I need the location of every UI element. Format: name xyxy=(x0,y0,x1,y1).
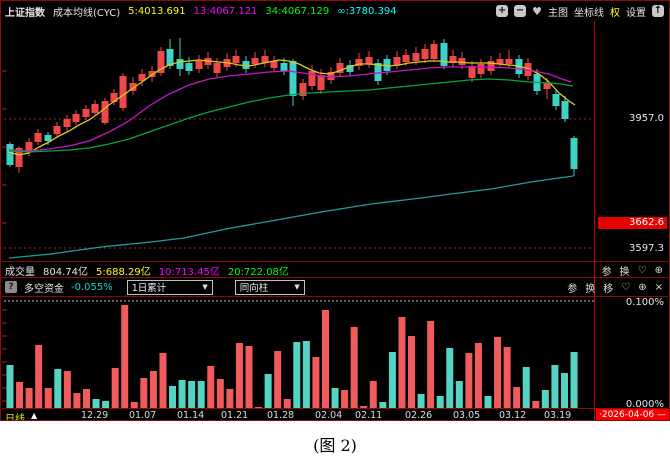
ma13-value: 13:4067.121 xyxy=(193,5,258,17)
index-name: 上证指数 xyxy=(5,7,45,19)
date-tick: 12.29 xyxy=(81,410,109,421)
funds-axis-top: 0.100% xyxy=(625,297,664,308)
bar-style-dropdown-value: 同向柱 xyxy=(239,283,269,294)
volume-zoom-icon[interactable]: ⊕ xyxy=(654,264,663,276)
accumulation-dropdown[interactable]: 1日累计 ▼ xyxy=(126,279,213,295)
funds-axis-bottom: 0.000% xyxy=(625,399,664,410)
date-tick: 01.28 xyxy=(267,410,295,421)
chevron-down-icon: ▼ xyxy=(202,283,208,291)
volume-favorite-icon[interactable]: ♡ xyxy=(637,264,647,276)
settings-button[interactable]: 设置 xyxy=(626,7,646,19)
top-bar: 上证指数 成本均线(CYC) 5:4013.691 13:4067.121 34… xyxy=(1,1,669,21)
current-date-badge: ·2026-04-06 — xyxy=(596,409,669,420)
volume-ma10: 10:713.45亿 xyxy=(158,266,220,278)
price-label-lower: 3597.3 xyxy=(629,243,664,254)
separator-bottom-axis xyxy=(2,408,668,409)
volume-params-button[interactable]: 参 xyxy=(601,266,612,278)
indicator-favorite-icon[interactable]: ♡ xyxy=(621,281,631,293)
indicator-params-button[interactable]: 参 xyxy=(567,283,578,295)
rights-button[interactable]: 权 xyxy=(610,7,620,19)
accumulation-dropdown-value: 1日累计 xyxy=(131,283,167,294)
indicator-toolbar: 参 换 移 ♡ ⊕ × xyxy=(567,280,663,295)
volume-value: 804.74亿 xyxy=(43,266,88,278)
price-axis: 3957.0 3662.6 3597.3 0.100% 0.000% xyxy=(597,21,667,420)
date-tick: 03.12 xyxy=(499,410,527,421)
volume-label: 成交量 xyxy=(5,266,35,278)
zoom-in-icon[interactable]: + xyxy=(496,5,509,17)
help-icon[interactable]: ? xyxy=(5,281,17,293)
bar-style-dropdown[interactable]: 同向柱 ▼ xyxy=(234,279,305,295)
top-toolbar: + − ♥ 主图 坐标线 权 设置 ↑ xyxy=(496,4,664,19)
chart-canvas[interactable] xyxy=(3,21,594,409)
indicator-zoom-icon[interactable]: ⊕ xyxy=(638,281,647,293)
chevron-down-icon: ▼ xyxy=(294,283,300,291)
date-tick: 02.26 xyxy=(405,410,433,421)
ma5-value: 5:4013.691 xyxy=(128,5,186,17)
separator-volume xyxy=(2,261,668,262)
ma34-value: 34:4067.129 xyxy=(265,5,330,17)
separator-indicator-header xyxy=(2,277,668,278)
period-selector[interactable]: 日线 xyxy=(5,414,25,421)
date-tick: 03.19 xyxy=(544,410,572,421)
volume-ma5: 5:688.29亿 xyxy=(96,266,151,278)
volume-switch-button[interactable]: 换 xyxy=(619,266,630,278)
zoom-out-icon[interactable]: − xyxy=(514,5,527,17)
indicator-label: 成本均线(CYC) xyxy=(53,7,121,19)
indicator-switch-button[interactable]: 换 xyxy=(585,283,596,295)
figure-caption: (图 2) xyxy=(313,436,357,455)
volume-toolbar: 参 换 ♡ ⊕ xyxy=(602,263,663,278)
date-tick: 01.21 xyxy=(221,410,249,421)
ma-inf-value: ∞:3780.394 xyxy=(337,5,397,17)
date-tick: 01.07 xyxy=(129,410,157,421)
date-tick: 02.11 xyxy=(355,410,383,421)
indicator-move-button[interactable]: 移 xyxy=(603,283,614,295)
current-price-badge: 3662.6 xyxy=(598,217,667,229)
expand-icon[interactable]: ↑ xyxy=(652,5,664,17)
indicator-close-icon[interactable]: × xyxy=(654,281,663,293)
volume-ma20: 20:722.08亿 xyxy=(227,266,289,278)
date-tick: 02.04 xyxy=(315,410,343,421)
bottom-axis: 日线 ▲ 12.29 01.07 01.14 01.21 01.28 02.04… xyxy=(1,409,669,421)
separator-indicator-panel xyxy=(2,296,668,297)
indicator-value: -0.055% xyxy=(71,281,113,293)
indicator-name: 多空资金 xyxy=(24,283,64,295)
price-axis-divider xyxy=(594,21,595,420)
main-chart-button[interactable]: 主图 xyxy=(548,7,568,19)
favorite-icon[interactable]: ♥ xyxy=(532,4,542,18)
axis-lines-button[interactable]: 坐标线 xyxy=(574,7,604,19)
volume-row: 成交量 804.74亿 5:688.29亿 10:713.45亿 20:722.… xyxy=(1,262,669,278)
date-tick: 01.14 xyxy=(177,410,205,421)
chart-window: 上证指数 成本均线(CYC) 5:4013.691 13:4067.121 34… xyxy=(0,0,670,421)
triangle-up-icon: ▲ xyxy=(31,411,38,420)
indicator-header: ? 多空资金 -0.055% 1日累计 ▼ 同向柱 ▼ 参 换 移 ♡ ⊕ × xyxy=(1,278,669,296)
date-tick: 03.05 xyxy=(453,410,481,421)
price-label-upper: 3957.0 xyxy=(629,113,664,124)
